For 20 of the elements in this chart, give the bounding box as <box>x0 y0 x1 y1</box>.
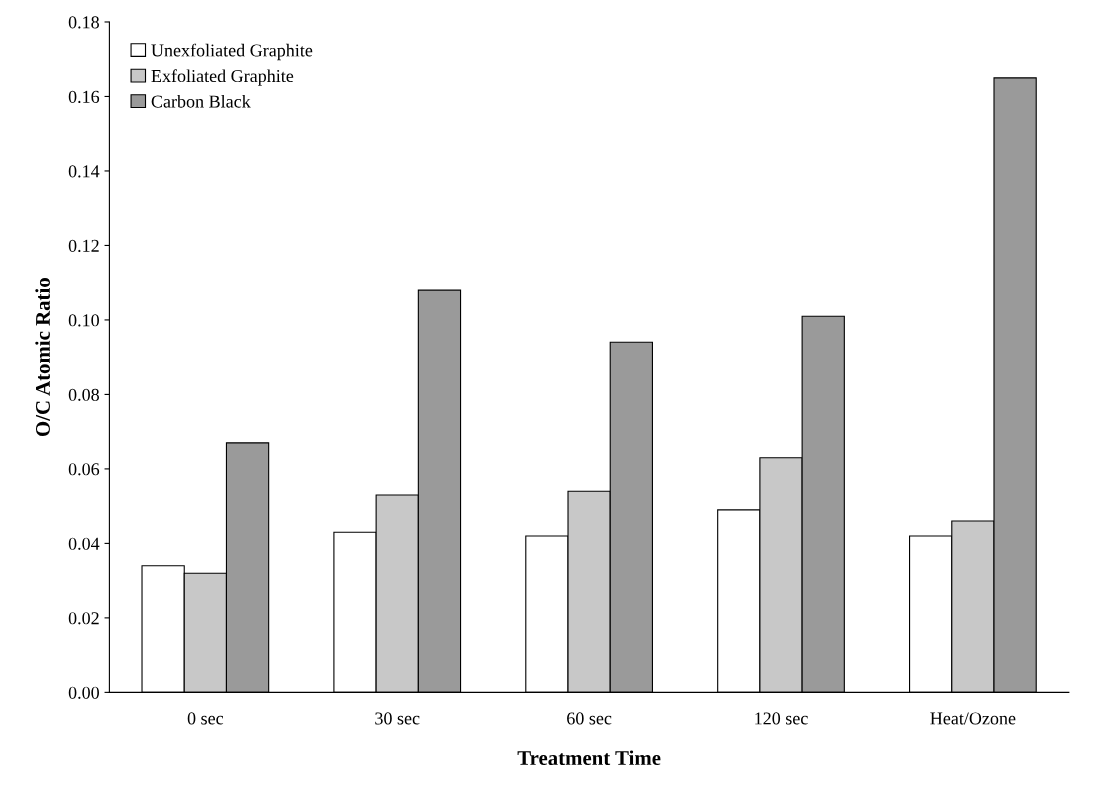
y-tick-label: 0.06 <box>68 463 100 476</box>
x-tick-label: 0 sec <box>187 712 224 725</box>
y-tick-label: 0.14 <box>68 165 100 178</box>
x-tick-label: Heat/Ozone <box>930 712 1016 725</box>
y-tick-label: 0.16 <box>68 90 100 103</box>
y-tick-label: 0.10 <box>68 314 99 327</box>
legend-label: Carbon Black <box>151 94 251 108</box>
y-tick-label: 0.18 <box>68 16 99 29</box>
y-tick-label: 0.04 <box>68 537 100 550</box>
y-axis-title: O/C Atomic Ratio <box>35 278 50 437</box>
y-tick-label: 0.12 <box>68 239 99 252</box>
y-tick-label: 0.00 <box>68 686 99 699</box>
legend-label: Unexfoliated Graphite <box>151 43 313 61</box>
legend-label: Exfoliated Graphite <box>151 69 294 86</box>
y-tick-label: 0.08 <box>68 388 99 401</box>
x-tick-label: 30 sec <box>375 712 420 725</box>
x-axis-title: Treatment Time <box>517 750 661 766</box>
y-tick-label: 0.02 <box>68 612 99 625</box>
x-tick-label: 120 sec <box>755 712 808 725</box>
x-tick-label: 60 sec <box>567 712 612 725</box>
